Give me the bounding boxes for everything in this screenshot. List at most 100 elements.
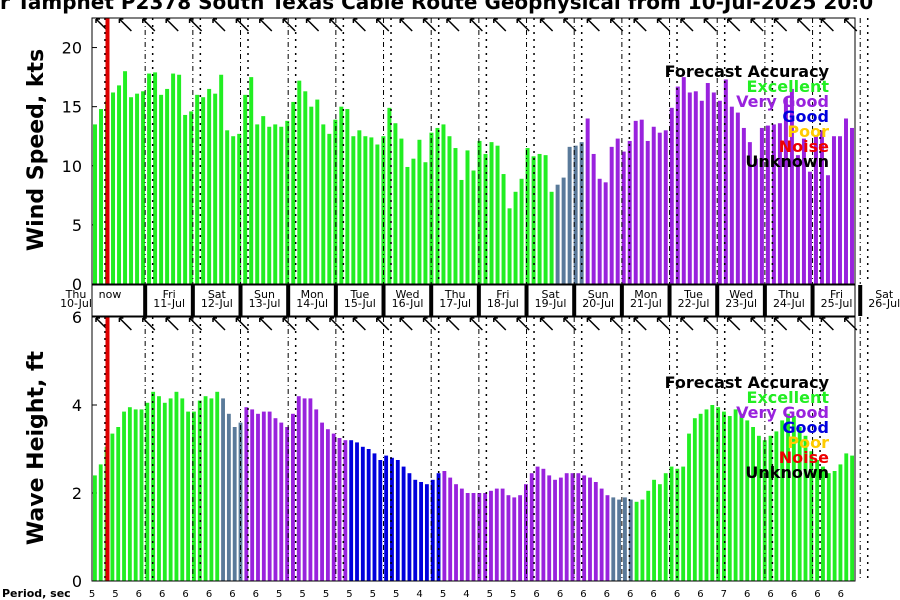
wind-bar [213,93,218,284]
wave-bar [599,488,604,581]
wind-tick-label: 10 [62,157,82,176]
wind-bar [501,174,506,284]
wave-bar [745,420,750,581]
wave-bar [733,409,738,581]
wave-bar [524,484,528,581]
wave-bar [401,466,406,581]
wave-bar [261,411,266,581]
wave-bar [279,422,284,581]
period-value: 5 [89,589,95,600]
wind-bar [297,80,302,284]
wave-bar [786,413,790,581]
wind-tick-label: 15 [62,98,82,117]
wave-bar [343,440,348,581]
wind-bar [753,158,758,284]
wave-bar [756,435,761,581]
day-of-week: Tue [683,288,703,301]
wave-bar [535,466,540,581]
wind-bar [273,124,278,285]
day-of-week: Sat [542,288,561,301]
wind-bar [177,74,182,284]
wind-bar [807,171,812,284]
wind-bar [597,178,602,284]
wave-direction-arrow [235,317,249,331]
wind-direction-arrow [703,18,717,32]
wind-bar [165,88,170,285]
day-date: 12-Jul [201,297,233,310]
day-separator [190,285,195,316]
wave-bar [168,398,173,581]
wave-direction-arrow [165,317,179,331]
wind-direction-arrow [610,18,624,32]
wind-bar [723,79,728,284]
day-separator [476,285,481,316]
wind-bar [663,130,668,284]
wind-bar [369,137,374,284]
wave-bar [803,435,808,581]
day-date: 15-Jul [344,297,376,310]
wave-bar [716,407,721,581]
wind-bar [405,166,410,284]
wave-bar [320,422,324,581]
wave-direction-arrow [493,317,507,331]
wave-bar [291,413,295,581]
wind-direction-arrow [773,18,788,32]
day-date: 24-Jul [773,297,805,310]
wave-bar [751,427,755,581]
day-separator [286,285,291,316]
wave-bar [419,482,423,581]
wave-bar [360,446,365,581]
wind-bar [717,100,722,284]
period-value: 6 [136,589,142,600]
wave-bar [576,473,581,581]
wind-bar [255,124,260,285]
wave-bar [727,416,732,581]
wave-bar [226,413,231,581]
wind-bar [249,77,254,284]
day-of-week: Fri [830,288,843,301]
wave-direction-arrow [539,317,554,331]
wave-direction-arrow [188,317,203,331]
wind-tick-label: 0 [72,275,82,294]
wind-bar [561,177,566,284]
wave-bar [722,411,726,581]
period-value: 6 [674,589,680,600]
wave-bar [116,427,121,581]
day-separator [333,285,338,316]
now-label: now [99,288,122,301]
wave-bar [617,499,622,581]
wave-bar [739,413,744,581]
period-value: 5 [487,589,493,600]
wave-direction-arrow [656,317,671,331]
day-of-week: Sun [588,288,609,301]
wind-bar [447,136,452,284]
wave-bar [174,391,179,581]
wind-bar [555,184,560,284]
wave-bar [640,499,645,581]
wind-bar [585,118,590,285]
wind-bar [507,208,512,284]
wave-direction-arrow [820,317,834,331]
wave-bar [366,449,371,581]
wind-direction-arrow [329,18,343,32]
period-value: 6 [604,589,610,600]
wind-bar [489,142,494,284]
wave-bar [809,451,814,581]
day-of-week: Sun [254,288,275,301]
wave-legend-entry: Excellent [747,388,830,407]
wind-direction-arrow [142,18,156,32]
wind-bar [669,107,674,284]
wind-bar [657,132,662,284]
wave-bar [430,479,435,581]
wave-day-gridlines [104,317,869,581]
wind-bar [393,123,398,284]
wave-bar [774,431,779,581]
wind-bar [549,191,554,284]
wind-direction-arrow [422,18,437,32]
wave-bar [442,471,447,581]
wind-bar [417,139,422,284]
wave-bar [221,398,225,581]
